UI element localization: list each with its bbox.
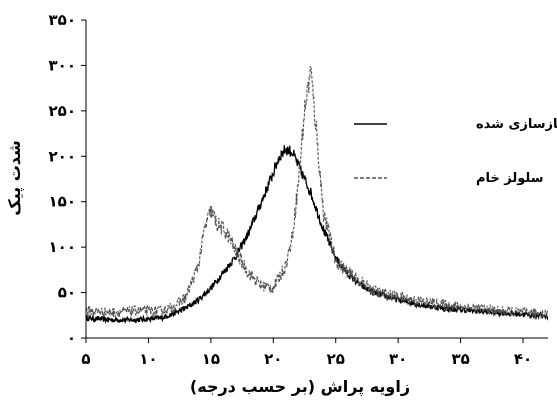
x-tick-label: ۲۵ (327, 350, 345, 368)
legend: سلولز بازسازی شده سلولز خام (354, 117, 557, 186)
y-axis-title: شدت پیک (5, 140, 25, 216)
x-tick-label: ۱۰ (139, 350, 157, 368)
y-tick-label: ۳۵۰ (49, 11, 76, 29)
y-tick-label: ۲۵۰ (49, 102, 76, 120)
x-axis-title: زاویه پراش (بر حسب درجه) (190, 377, 410, 397)
x-tick-label: ۳۰ (389, 350, 407, 368)
x-tick-label: ۵ (81, 350, 90, 368)
ticks-layer: ۵ ۱۰ ۱۵ ۲۰ ۲۵ ۳۰ ۳۵ ۴۰ ۰ ۵۰ ۱۰۰ ۱۵۰ ۲۰۰ ۲۵۰ ۳۰۰ ۳۵۰ (49, 11, 533, 368)
x-tick-label: ۱۵ (202, 350, 220, 368)
x-tick-label: ۲۰ (264, 350, 282, 368)
x-tick-label: ۴۰ (514, 350, 532, 368)
y-tick-label: ۱۰۰ (49, 238, 76, 256)
axes-layer (85, 20, 548, 339)
x-tick-label: ۳۵ (451, 350, 469, 368)
y-tick-label: ۳۰۰ (49, 56, 76, 74)
series-layer (86, 66, 548, 325)
legend-label-1: سلولز بازسازی شده (476, 117, 557, 132)
y-tick-label: ۵۰ (58, 284, 76, 302)
y-tick-label: ۰ (67, 329, 76, 347)
legend-label-2: سلولز خام (476, 171, 544, 186)
y-tick-label: ۱۵۰ (49, 193, 76, 211)
y-tick-label: ۲۰۰ (49, 147, 76, 165)
series-line-2 (86, 66, 548, 320)
